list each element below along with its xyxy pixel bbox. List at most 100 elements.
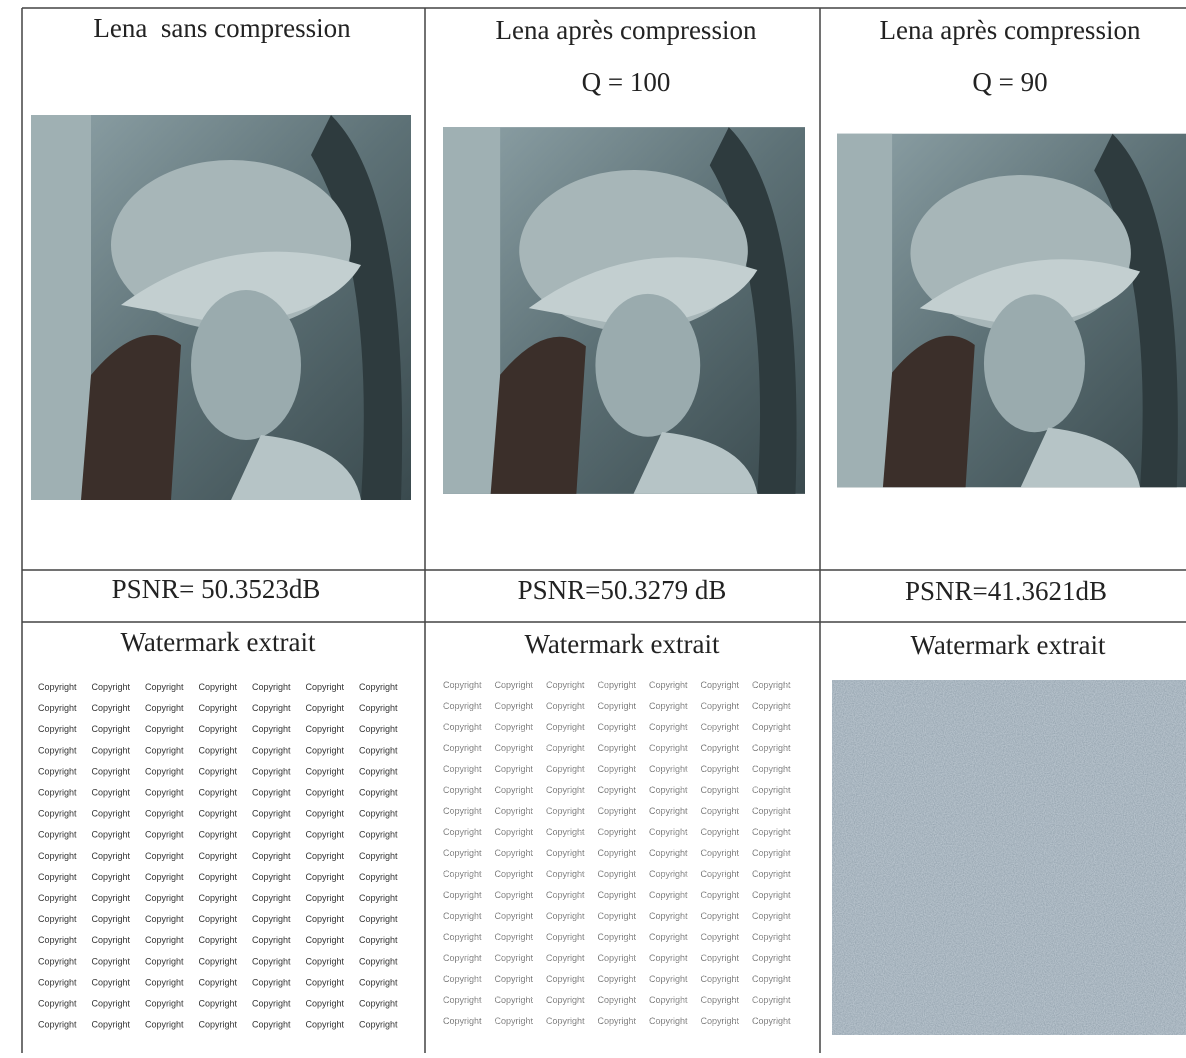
watermark-word: Copyright — [359, 745, 398, 755]
watermark-word: Copyright — [92, 682, 131, 692]
watermark-word: Copyright — [145, 682, 184, 692]
watermark-word: Copyright — [92, 999, 131, 1009]
watermark-word: Copyright — [92, 1020, 131, 1030]
watermark-word: Copyright — [38, 851, 77, 861]
watermark-word: Copyright — [38, 809, 77, 819]
watermark-word: Copyright — [92, 809, 131, 819]
watermark-word: Copyright — [359, 809, 398, 819]
watermark-word: Copyright — [306, 682, 345, 692]
lena-image — [443, 127, 805, 494]
watermark-word: Copyright — [252, 914, 291, 924]
watermark-word: Copyright — [306, 703, 345, 713]
watermark-word: Copyright — [306, 935, 345, 945]
psnr-value: PSNR=41.3621dB — [905, 576, 1107, 606]
watermark-label: Watermark extrait — [911, 630, 1106, 660]
column-title: Lena sans compression — [93, 13, 351, 43]
watermark-word: Copyright — [38, 935, 77, 945]
watermark-word: Copyright — [252, 809, 291, 819]
document: Lena sans compression Lena après compres… — [0, 0, 1186, 1053]
watermark-word: Copyright — [306, 851, 345, 861]
watermark-word: Copyright — [199, 872, 238, 882]
watermark-word: Copyright — [306, 914, 345, 924]
watermark-word: Copyright — [306, 872, 345, 882]
watermark-word: Copyright — [38, 682, 77, 692]
watermark-word: Copyright — [145, 830, 184, 840]
watermark-word: Copyright — [359, 893, 398, 903]
watermark-word: Copyright — [145, 851, 184, 861]
watermark-word: Copyright — [145, 872, 184, 882]
watermark-word: Copyright — [38, 766, 77, 776]
watermark-word: Copyright — [252, 872, 291, 882]
watermark-word: Copyright — [359, 935, 398, 945]
watermark-word: Copyright — [252, 851, 291, 861]
watermark-label: Watermark extrait — [121, 627, 316, 657]
watermark-word: Copyright — [359, 1020, 398, 1030]
watermark-word: Copyright — [92, 766, 131, 776]
watermark-word: Copyright — [199, 999, 238, 1009]
watermark-word: Copyright — [199, 893, 238, 903]
watermark-word: Copyright — [38, 999, 77, 1009]
watermark-word: Copyright — [145, 724, 184, 734]
watermark-word: Copyright — [92, 745, 131, 755]
watermark-word: Copyright — [92, 914, 131, 924]
quality-label: Q = 100 — [582, 67, 671, 97]
watermark-word: Copyright — [199, 977, 238, 987]
watermark-word: Copyright — [38, 788, 77, 798]
watermark-word: Copyright — [92, 872, 131, 882]
watermark-word: Copyright — [38, 703, 77, 713]
watermark-word: Copyright — [145, 893, 184, 903]
watermark-word: Copyright — [199, 682, 238, 692]
watermark-word: Copyright — [145, 766, 184, 776]
watermark-word: Copyright — [306, 745, 345, 755]
watermark-word: Copyright — [92, 830, 131, 840]
watermark-word: Copyright — [306, 977, 345, 987]
watermark-word: Copyright — [252, 977, 291, 987]
watermark-word: Copyright — [199, 788, 238, 798]
watermark-word: Copyright — [252, 724, 291, 734]
watermark-word: Copyright — [92, 977, 131, 987]
watermark-word: Copyright — [252, 830, 291, 840]
watermark-word: Copyright — [359, 703, 398, 713]
watermark-word: Copyright — [306, 766, 345, 776]
psnr-value: PSNR= 50.3523dB — [112, 574, 321, 604]
watermark-word: Copyright — [306, 788, 345, 798]
watermark-word: Copyright — [199, 851, 238, 861]
watermark-word: Copyright — [38, 724, 77, 734]
watermark-word: Copyright — [145, 788, 184, 798]
watermark-word: Copyright — [145, 1020, 184, 1030]
watermark-word: Copyright — [92, 851, 131, 861]
lena-image — [31, 115, 411, 500]
watermark-word: Copyright — [199, 830, 238, 840]
watermark-word: Copyright — [306, 893, 345, 903]
watermark-word: Copyright — [92, 893, 131, 903]
watermark-word: Copyright — [306, 809, 345, 819]
watermark-word: Copyright — [145, 809, 184, 819]
watermark-word: Copyright — [359, 977, 398, 987]
watermark-word: Copyright — [306, 830, 345, 840]
watermark-word: Copyright — [306, 999, 345, 1009]
watermark-word: Copyright — [252, 956, 291, 966]
watermark-word: Copyright — [359, 788, 398, 798]
watermark-word: Copyright — [306, 1020, 345, 1030]
column-title: Lena après compression — [880, 15, 1141, 45]
watermark-word: Copyright — [306, 956, 345, 966]
watermark-word: Copyright — [252, 935, 291, 945]
psnr-value: PSNR=50.3279 dB — [518, 575, 727, 605]
watermark-word: Copyright — [145, 703, 184, 713]
watermark-word: Copyright — [359, 956, 398, 966]
watermark-word: Copyright — [359, 851, 398, 861]
watermark-word: Copyright — [145, 977, 184, 987]
watermark-word: Copyright — [145, 999, 184, 1009]
watermark-clean: Copyright Copyright Copyright Copyright Copy… — [38, 682, 398, 1030]
watermark-word: Copyright — [145, 935, 184, 945]
watermark-word: Copyright — [199, 703, 238, 713]
noise-overlay — [441, 678, 801, 1033]
watermark-word: Copyright — [92, 724, 131, 734]
watermark-word: Copyright — [145, 956, 184, 966]
watermark-word: Copyright — [199, 956, 238, 966]
watermark-word: Copyright — [359, 914, 398, 924]
watermark-word: Copyright — [92, 703, 131, 713]
watermark-word: Copyright — [252, 682, 291, 692]
watermark-word: Copyright — [359, 682, 398, 692]
watermark-word: Copyright — [359, 999, 398, 1009]
